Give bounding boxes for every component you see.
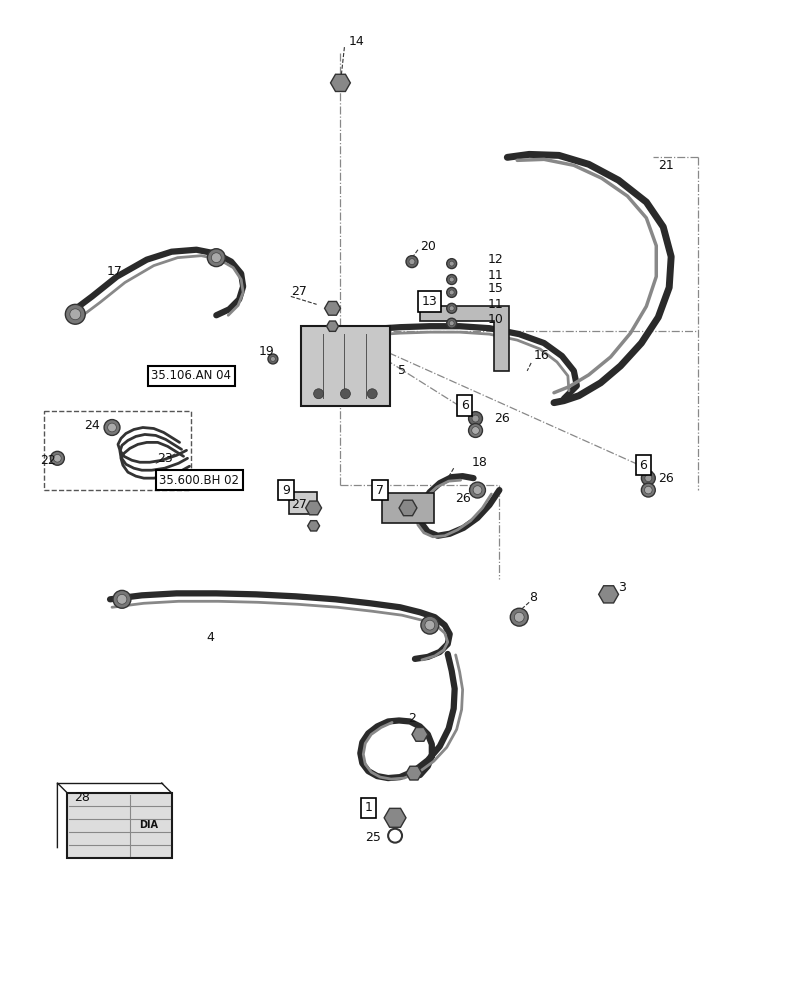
Text: 22: 22 <box>41 454 56 467</box>
Polygon shape <box>411 728 427 741</box>
Text: 11: 11 <box>487 269 503 282</box>
Circle shape <box>471 427 478 434</box>
Text: DIA: DIA <box>139 820 158 830</box>
Text: 26: 26 <box>454 492 470 505</box>
Circle shape <box>367 389 377 399</box>
Circle shape <box>420 616 438 634</box>
Text: 27: 27 <box>290 285 307 298</box>
Circle shape <box>448 290 453 295</box>
Text: 5: 5 <box>397 364 406 377</box>
Bar <box>289 492 316 514</box>
Polygon shape <box>307 521 320 531</box>
Text: 1: 1 <box>364 801 371 814</box>
Text: 27: 27 <box>290 498 307 511</box>
Circle shape <box>446 259 456 269</box>
Text: 12: 12 <box>487 253 503 266</box>
Circle shape <box>469 482 485 498</box>
Text: 14: 14 <box>348 35 363 48</box>
Polygon shape <box>326 321 338 331</box>
Circle shape <box>406 256 418 268</box>
Circle shape <box>70 309 80 320</box>
Polygon shape <box>305 501 321 515</box>
Circle shape <box>424 620 434 630</box>
Circle shape <box>448 277 453 282</box>
Circle shape <box>117 594 127 604</box>
Circle shape <box>313 389 323 399</box>
Circle shape <box>211 253 221 263</box>
Circle shape <box>409 259 414 265</box>
Circle shape <box>104 420 120 435</box>
Circle shape <box>448 306 453 311</box>
Circle shape <box>641 483 654 497</box>
Circle shape <box>471 415 478 422</box>
Text: 23: 23 <box>157 452 172 465</box>
Circle shape <box>468 412 482 426</box>
Text: 24: 24 <box>84 419 100 432</box>
Circle shape <box>268 354 277 364</box>
Polygon shape <box>598 586 618 603</box>
Circle shape <box>446 287 456 297</box>
Text: 17: 17 <box>107 265 122 278</box>
Text: 6: 6 <box>638 459 646 472</box>
Circle shape <box>509 608 527 626</box>
Text: 35.106.AN 04: 35.106.AN 04 <box>152 369 231 382</box>
Circle shape <box>473 486 481 494</box>
Text: 13: 13 <box>422 295 437 308</box>
Text: 25: 25 <box>365 831 380 844</box>
Polygon shape <box>324 301 340 315</box>
Bar <box>382 493 433 523</box>
Text: 28: 28 <box>74 791 90 804</box>
Circle shape <box>207 249 225 267</box>
Text: 35.600.BH 02: 35.600.BH 02 <box>159 474 239 487</box>
Text: 15: 15 <box>487 282 503 295</box>
Circle shape <box>340 389 350 399</box>
Circle shape <box>54 454 61 462</box>
Circle shape <box>641 471 654 485</box>
Circle shape <box>446 303 456 313</box>
Text: 18: 18 <box>471 456 487 469</box>
Text: 2: 2 <box>407 712 415 725</box>
Text: 26: 26 <box>494 412 509 425</box>
Polygon shape <box>419 306 508 371</box>
Circle shape <box>108 423 116 432</box>
Circle shape <box>446 318 456 328</box>
Polygon shape <box>398 500 416 516</box>
Circle shape <box>50 451 64 465</box>
Text: 21: 21 <box>658 159 673 172</box>
Text: 6: 6 <box>460 399 468 412</box>
Circle shape <box>448 321 453 326</box>
Text: 9: 9 <box>281 484 290 497</box>
Circle shape <box>113 590 131 608</box>
Text: 7: 7 <box>375 484 384 497</box>
Circle shape <box>644 486 651 494</box>
Text: 19: 19 <box>259 345 274 358</box>
Circle shape <box>65 304 85 324</box>
Circle shape <box>446 275 456 284</box>
Text: 10: 10 <box>487 313 503 326</box>
Circle shape <box>468 424 482 437</box>
Circle shape <box>448 261 453 266</box>
Bar <box>67 793 171 858</box>
Text: 11: 11 <box>487 298 503 311</box>
Circle shape <box>270 356 275 361</box>
Text: 3: 3 <box>618 581 625 594</box>
Polygon shape <box>406 766 422 780</box>
Bar <box>300 326 389 406</box>
Circle shape <box>644 475 651 482</box>
Polygon shape <box>384 808 406 827</box>
Text: 16: 16 <box>534 349 549 362</box>
Text: 8: 8 <box>529 591 537 604</box>
Text: 26: 26 <box>658 472 673 485</box>
Polygon shape <box>330 74 350 91</box>
Text: 20: 20 <box>419 240 436 253</box>
Text: 4: 4 <box>206 631 214 644</box>
Circle shape <box>513 612 523 622</box>
